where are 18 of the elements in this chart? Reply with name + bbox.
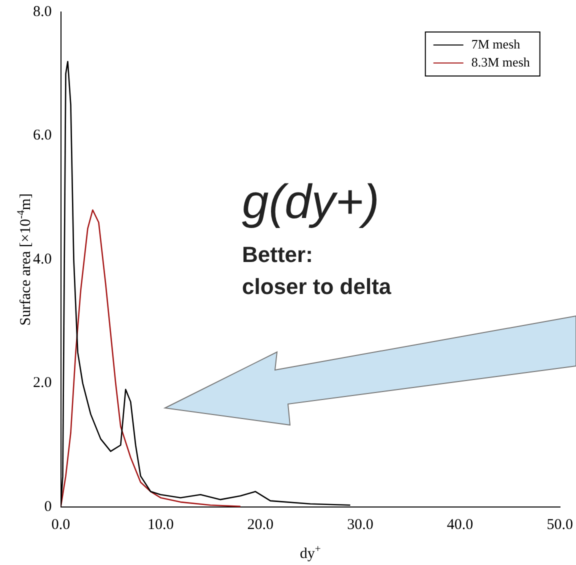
y-tick-label: 4.0 — [33, 251, 52, 268]
y-tick-label: 6.0 — [33, 128, 52, 144]
x-tick-label: 20.0 — [247, 516, 274, 533]
annotation: g(dy+) — [242, 176, 380, 229]
x-tick-label: 40.0 — [446, 516, 474, 533]
annotation: closer to delta — [242, 274, 392, 299]
x-tick-label: 50.0 — [546, 516, 573, 533]
y-axis-title: Surface area [×10-4m] — [16, 193, 34, 326]
x-axis-title: dy+ — [300, 544, 321, 562]
legend-label: 7M mesh — [471, 36, 521, 52]
legend-label: 8.3M mesh — [471, 54, 530, 70]
x-tick-label: 10.0 — [147, 516, 174, 533]
y-tick-label: 0 — [44, 498, 52, 515]
y-tick-label: 2.0 — [33, 375, 52, 392]
x-tick-label: 0.0 — [51, 516, 70, 533]
annotation: Better: — [242, 242, 313, 267]
x-tick-label: 30.0 — [347, 516, 374, 533]
y-tick-label: 8.0 — [33, 4, 52, 20]
